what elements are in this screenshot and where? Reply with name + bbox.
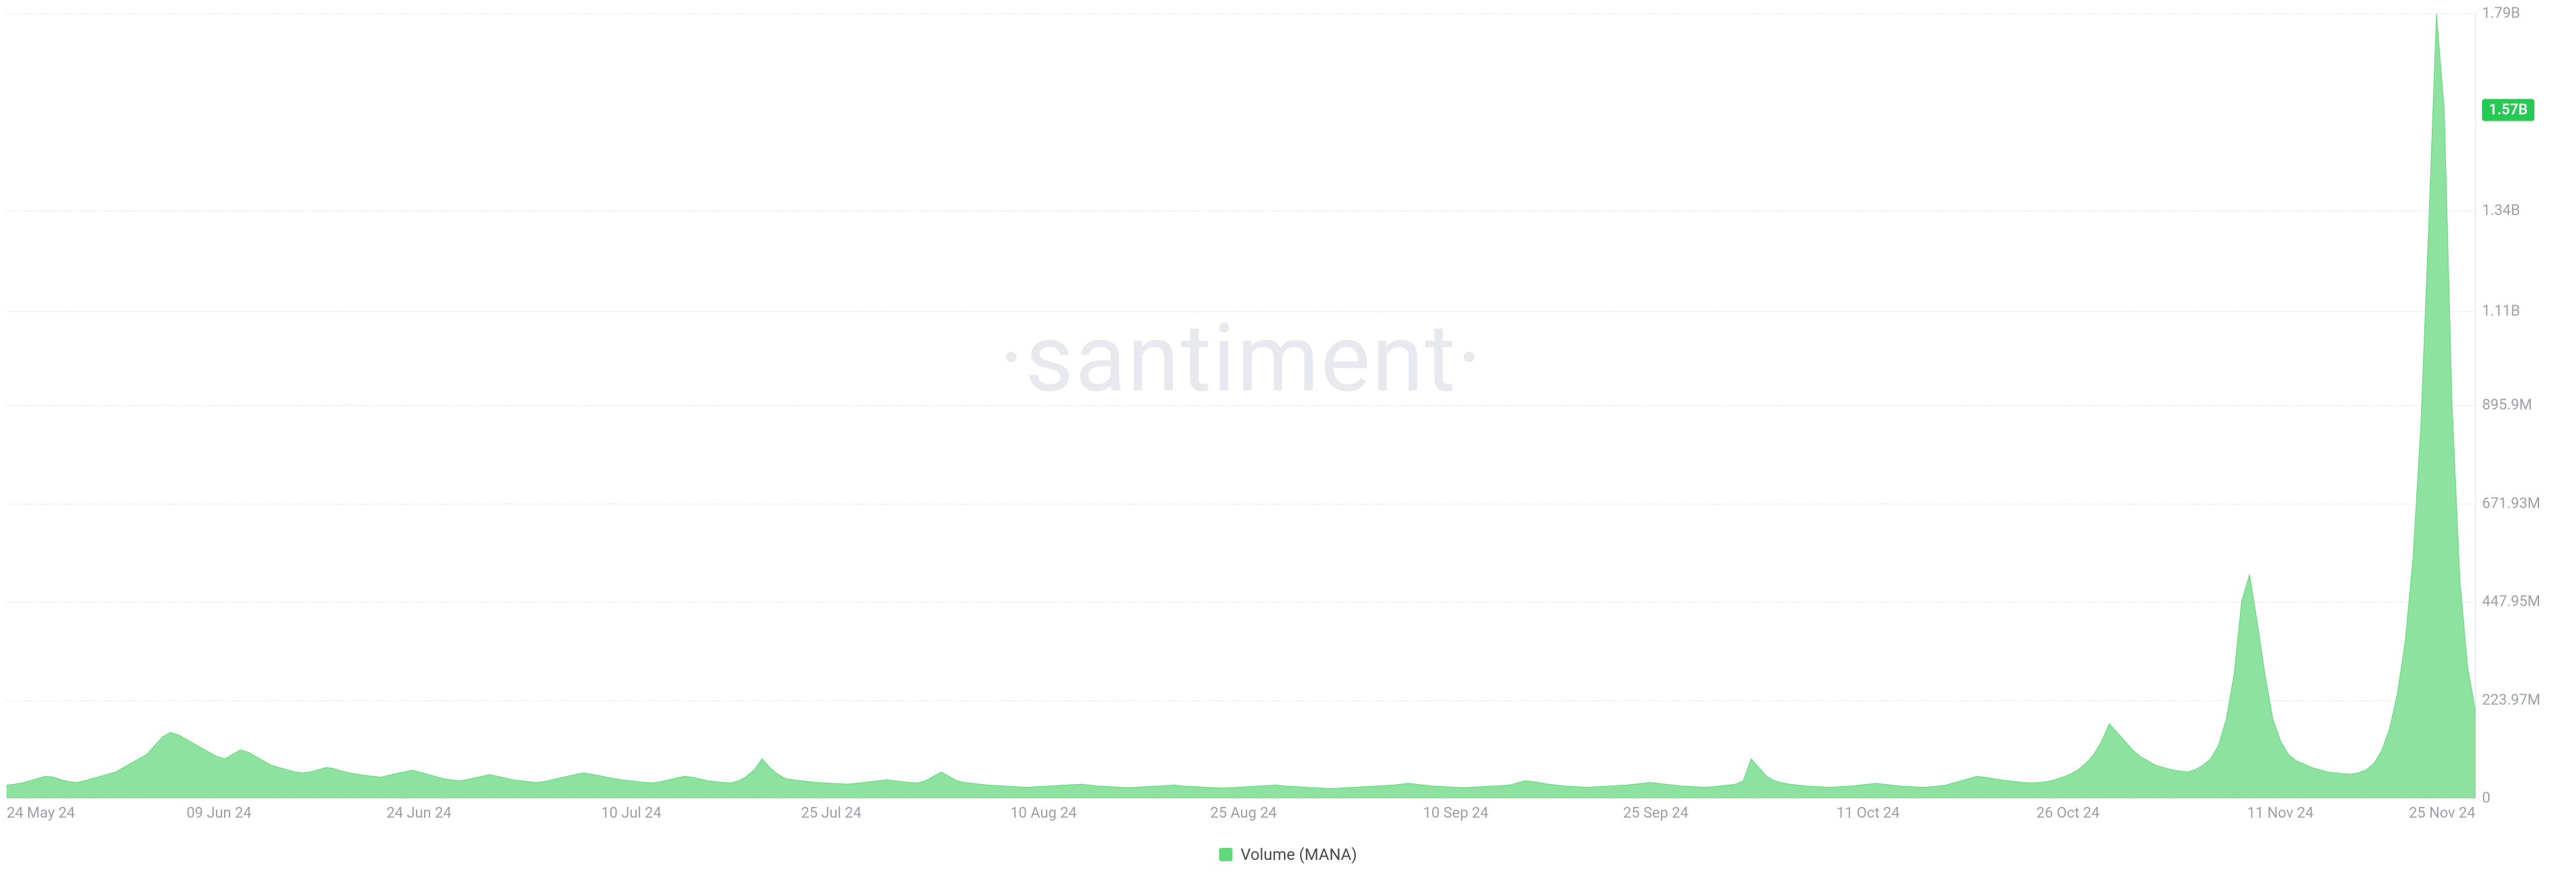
- y-tick-label: 671.93M: [2482, 495, 2540, 512]
- x-tick-label: 10 Sep 24: [1423, 805, 1488, 822]
- gridline: [7, 798, 2475, 799]
- legend-swatch: [1219, 848, 1232, 861]
- x-tick-label: 11 Oct 24: [1837, 805, 1900, 822]
- x-tick-label: 10 Aug 24: [1010, 805, 1077, 822]
- legend-label: Volume (MANA): [1240, 845, 1357, 864]
- x-tick-label: 26 Oct 24: [2037, 805, 2100, 822]
- y-tick-label: 223.97M: [2482, 692, 2540, 708]
- y-tick-label: 447.95M: [2482, 594, 2540, 610]
- plot-area[interactable]: ·santiment·: [7, 13, 2475, 798]
- y-tick-label: 0: [2482, 790, 2490, 807]
- y-tick-label: 1.34B: [2482, 203, 2520, 219]
- x-tick-label: 10 Jul 24: [601, 805, 661, 822]
- legend[interactable]: Volume (MANA): [1219, 845, 1357, 864]
- volume-chart: ·santiment· 0 223.97M 447.95M 671.93M 895.9M…: [0, 0, 2576, 872]
- y-axis-line: [2475, 13, 2476, 798]
- x-tick-label: 25 Jul 24: [801, 805, 861, 822]
- x-tick-label: 25 Nov 24: [2409, 805, 2475, 822]
- y-tick-label: 895.9M: [2482, 397, 2532, 414]
- x-tick-label: 24 Jun 24: [386, 805, 451, 822]
- x-axis: 24 May 24 09 Jun 24 24 Jun 24 10 Jul 24 25 J…: [7, 805, 2475, 825]
- x-tick-label: 24 May 24: [7, 805, 75, 822]
- x-tick-label: 25 Aug 24: [1210, 805, 1277, 822]
- x-tick-label: 11 Nov 24: [2247, 805, 2314, 822]
- area-series: [7, 13, 2475, 798]
- current-value-badge: 1.57B: [2482, 99, 2534, 121]
- y-tick-label: 1.11B: [2482, 303, 2520, 320]
- y-tick-label: 1.79B: [2482, 5, 2520, 22]
- x-tick-label: 25 Sep 24: [1623, 805, 1688, 822]
- y-axis: 0223.97M447.95M671.93M895.9M1.11B1.34B1.…: [2482, 13, 2569, 798]
- x-tick-label: 09 Jun 24: [186, 805, 252, 822]
